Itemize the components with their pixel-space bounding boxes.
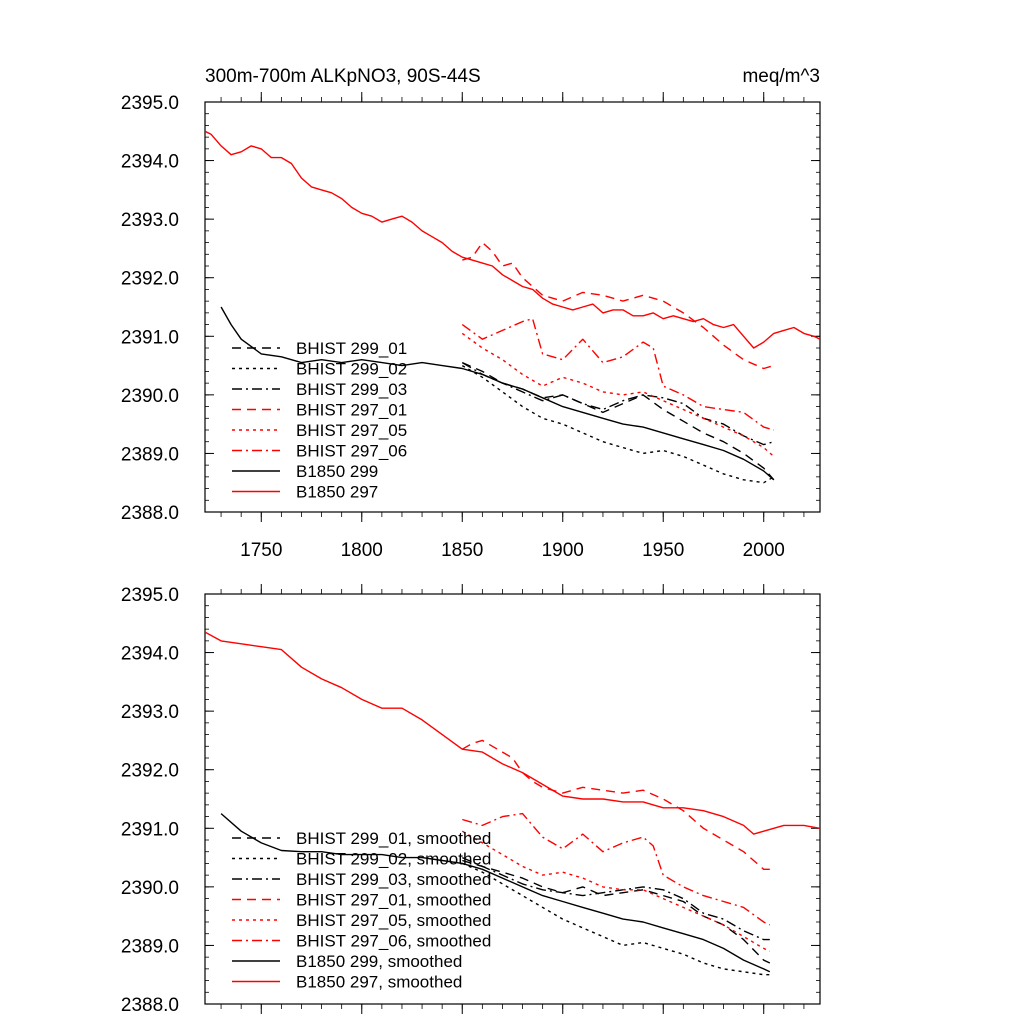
y-tick-label: 2395.0 — [121, 585, 179, 606]
y-tick-label: 2393.0 — [121, 210, 179, 231]
legend-label: B1850 299, smoothed — [296, 952, 462, 971]
series-line — [462, 361, 775, 481]
series-line — [461, 318, 774, 431]
series-line — [461, 361, 774, 446]
series-line — [461, 364, 775, 484]
y-tick-label: 2390.0 — [121, 878, 179, 899]
series-line — [462, 812, 771, 926]
y-tick-label: 2392.0 — [121, 269, 179, 290]
series-line — [220, 306, 775, 481]
legend-label: BHIST 299_03, smoothed — [296, 870, 491, 889]
legend-label: BHIST 299_01 — [296, 339, 407, 358]
y-tick-label: 2390.0 — [121, 386, 179, 407]
series-line — [205, 631, 820, 835]
legend-label: BHIST 299_01, smoothed — [296, 829, 491, 848]
y-tick-label: 2394.0 — [121, 152, 179, 173]
legend-label: BHIST 297_01 — [296, 401, 407, 420]
y-tick-label: 2391.0 — [121, 819, 179, 840]
legend-label: BHIST 299_03 — [296, 380, 407, 399]
legend-label: B1850 299 — [296, 462, 378, 481]
legend-label: BHIST 299_02 — [296, 360, 407, 379]
y-tick-label: 2395.0 — [121, 93, 179, 114]
y-tick-label: 2391.0 — [121, 327, 179, 348]
y-tick-label: 2392.0 — [121, 761, 179, 782]
series-group — [205, 631, 820, 976]
chart-title: 300m-700m ALKpNO3, 90S-44S — [205, 66, 481, 87]
x-tick-label: 1800 — [341, 540, 383, 561]
series-line — [461, 739, 770, 870]
panel-bottom: 2388.0 2389.0 2390.0 2391.0 2392.0 2393.0 2394… — [121, 584, 821, 1016]
x-tick-label: 1900 — [542, 540, 584, 561]
series-line — [462, 859, 771, 964]
series-line — [461, 830, 771, 952]
series-line — [462, 856, 770, 941]
x-tick-label: 1850 — [441, 540, 483, 561]
legend-label: BHIST 297_01, smoothed — [296, 891, 491, 910]
x-tick-label: 2000 — [743, 540, 785, 561]
legend-label: BHIST 297_06, smoothed — [296, 932, 491, 951]
x-tick-label: 1750 — [240, 540, 282, 561]
series-line — [220, 813, 771, 973]
legend-label: BHIST 297_05 — [296, 421, 407, 440]
legend-label: BHIST 297_05, smoothed — [296, 911, 491, 930]
y-tick-label: 2388.0 — [121, 503, 179, 524]
legend-label: BHIST 297_06 — [296, 442, 407, 461]
x-tick-label: 1950 — [642, 540, 684, 561]
y-tick-label: 2393.0 — [121, 702, 179, 723]
legend-label: B1850 297, smoothed — [296, 973, 462, 992]
units-label: meq/m^3 — [742, 66, 820, 87]
y-tick-label: 2388.0 — [121, 995, 179, 1016]
series-group — [205, 130, 820, 484]
legend-label: B1850 297 — [296, 483, 378, 502]
y-tick-label: 2394.0 — [121, 644, 179, 665]
y-tick-label: 2389.0 — [121, 444, 179, 465]
series-line — [205, 130, 820, 349]
y-tick-label: 2389.0 — [121, 936, 179, 957]
series-line — [462, 241, 774, 370]
plot-frame — [204, 101, 821, 513]
series-line — [461, 332, 775, 457]
panel-top: 300m-700m ALKpNO3, 90S-44S meq/m^3 2388.… — [121, 66, 821, 561]
plot-frame — [204, 593, 821, 1005]
legend-label: BHIST 299_02, smoothed — [296, 850, 491, 869]
